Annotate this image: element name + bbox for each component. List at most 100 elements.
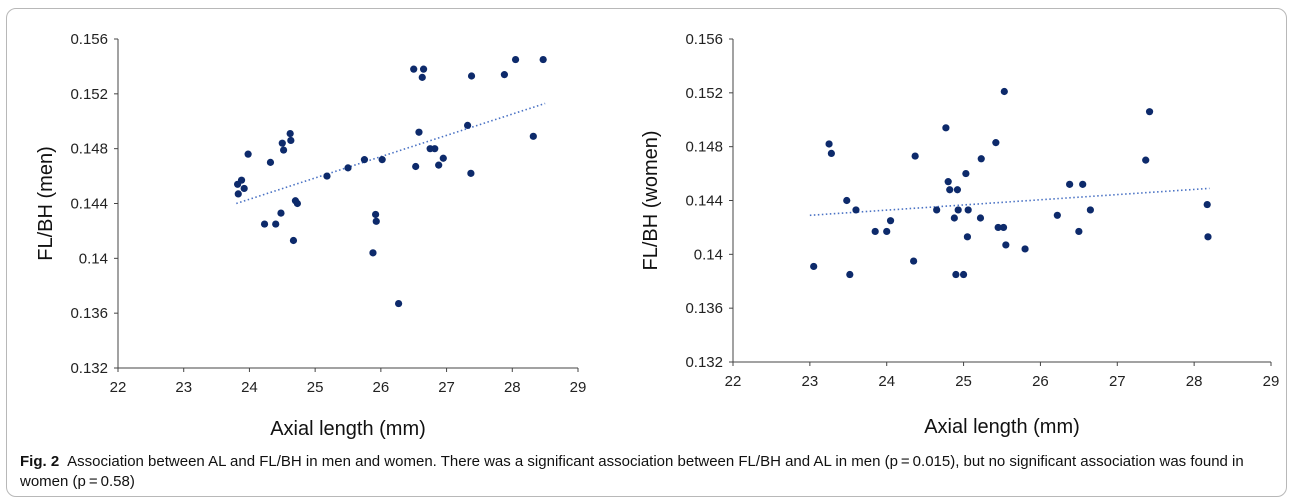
men-y-axis-title: FL/BH (men)	[35, 146, 57, 260]
women-data-point	[1142, 156, 1150, 164]
men-data-point	[286, 129, 294, 138]
men-data-point	[244, 150, 252, 158]
men-data-point	[418, 73, 426, 81]
men-data-point	[344, 164, 352, 172]
men-data-point	[323, 172, 331, 180]
men-data-point	[439, 154, 447, 162]
women-x-tick-label: 28	[1186, 373, 1203, 390]
men-y-tick-label: 0.148	[70, 141, 108, 158]
men-data-point	[360, 156, 369, 164]
women-data-point	[910, 257, 918, 265]
women-data-point	[962, 169, 970, 178]
men-y-tick-label: 0.14	[79, 250, 108, 267]
men-y-tick-label: 0.144	[70, 196, 108, 213]
men-data-point	[395, 299, 403, 308]
women-data-point	[994, 223, 1002, 232]
women-data-point	[977, 155, 985, 163]
men-data-point	[369, 249, 377, 257]
men-x-tick-label: 24	[241, 379, 258, 396]
women-data-point	[827, 149, 835, 157]
men-data-point	[289, 236, 298, 245]
women-y-tick-label: 0.152	[685, 85, 723, 102]
chart-men: 22 23 24 25 26 27 28 29 0.132 0.136 0.14 0.144 0.148…	[35, 31, 586, 440]
chart-women: 22 23 24 25 26 27 28 29 0.132 0.136 0.14 0.144 0.148…	[640, 31, 1279, 438]
women-data-point	[1079, 180, 1087, 188]
figure-caption: Fig. 2 Association between AL and FL/BH i…	[20, 452, 1270, 492]
women-x-tick-label: 25	[955, 373, 972, 390]
women-y-tick-label: 0.156	[685, 31, 723, 48]
women-data-point	[1021, 245, 1029, 253]
women-data-point	[843, 196, 851, 205]
women-data-point	[1053, 211, 1061, 219]
men-data-point	[280, 146, 288, 154]
men-data-point	[278, 139, 286, 147]
men-data-point	[240, 184, 248, 193]
women-data-point	[964, 206, 972, 214]
women-data-point	[1204, 233, 1212, 241]
men-data-point	[372, 217, 380, 225]
women-data-point	[963, 233, 972, 241]
women-data-point	[933, 206, 941, 214]
women-data-point	[846, 270, 854, 279]
men-data-point	[412, 162, 420, 171]
men-data-point	[237, 176, 246, 184]
men-data-point	[435, 161, 443, 169]
men-data-point	[372, 210, 380, 219]
women-data-point	[1145, 108, 1154, 116]
men-data-point	[410, 65, 418, 73]
men-data-point	[260, 220, 269, 228]
women-data-point	[944, 178, 952, 186]
figure-frame	[6, 8, 1287, 497]
women-data-point	[992, 139, 1000, 147]
women-data-point	[1002, 241, 1010, 249]
women-data-point	[810, 262, 818, 271]
women-data-point	[952, 270, 960, 279]
men-data-point	[467, 169, 475, 177]
men-data-point	[431, 145, 439, 153]
women-x-tick-label: 27	[1109, 373, 1126, 390]
women-y-tick-label: 0.148	[685, 139, 723, 156]
women-data-point	[1203, 200, 1211, 209]
men-data-point	[272, 220, 280, 228]
women-data-point	[886, 217, 895, 225]
men-data-point	[464, 121, 472, 129]
men-x-tick-label: 27	[438, 379, 455, 396]
men-x-tick-label: 29	[570, 379, 587, 396]
women-x-tick-label: 24	[878, 373, 895, 390]
women-data-point	[1086, 206, 1094, 214]
men-data-point	[467, 72, 476, 80]
men-data-point	[415, 128, 423, 136]
men-y-tick-label: 0.136	[70, 305, 108, 322]
women-data-point	[976, 214, 985, 222]
men-y-tick-label: 0.132	[70, 360, 108, 377]
women-data-point	[954, 206, 962, 214]
men-x-axis-title: Axial length (mm)	[270, 418, 426, 440]
women-data-point	[959, 270, 968, 279]
women-y-tick-label: 0.144	[685, 193, 723, 210]
women-data-point	[1000, 87, 1008, 96]
men-data-point	[234, 190, 242, 198]
women-data-point	[942, 124, 950, 132]
women-data-point	[999, 223, 1008, 232]
women-x-tick-label: 22	[725, 373, 742, 390]
men-data-point	[277, 209, 285, 217]
men-data-point	[419, 65, 428, 73]
figure-label: Fig. 2	[20, 453, 60, 470]
women-x-axis-title: Axial length (mm)	[924, 416, 1080, 438]
women-y-tick-label: 0.136	[685, 300, 723, 317]
women-data-point	[911, 152, 919, 160]
men-x-tick-label: 25	[307, 379, 324, 396]
women-trendline	[809, 187, 1210, 217]
men-x-tick-label: 23	[175, 379, 192, 396]
men-x-tick-label: 26	[373, 379, 390, 396]
women-data-point	[871, 227, 879, 236]
women-data-point	[946, 186, 954, 194]
men-x-tick-label: 28	[504, 379, 521, 396]
women-x-tick-label: 26	[1032, 373, 1049, 390]
men-data-point	[287, 136, 295, 145]
women-data-point	[883, 227, 891, 236]
men-data-point	[293, 199, 301, 208]
women-data-point	[852, 206, 860, 214]
men-y-tick-label: 0.156	[70, 31, 108, 48]
women-x-tick-label: 29	[1263, 373, 1280, 390]
